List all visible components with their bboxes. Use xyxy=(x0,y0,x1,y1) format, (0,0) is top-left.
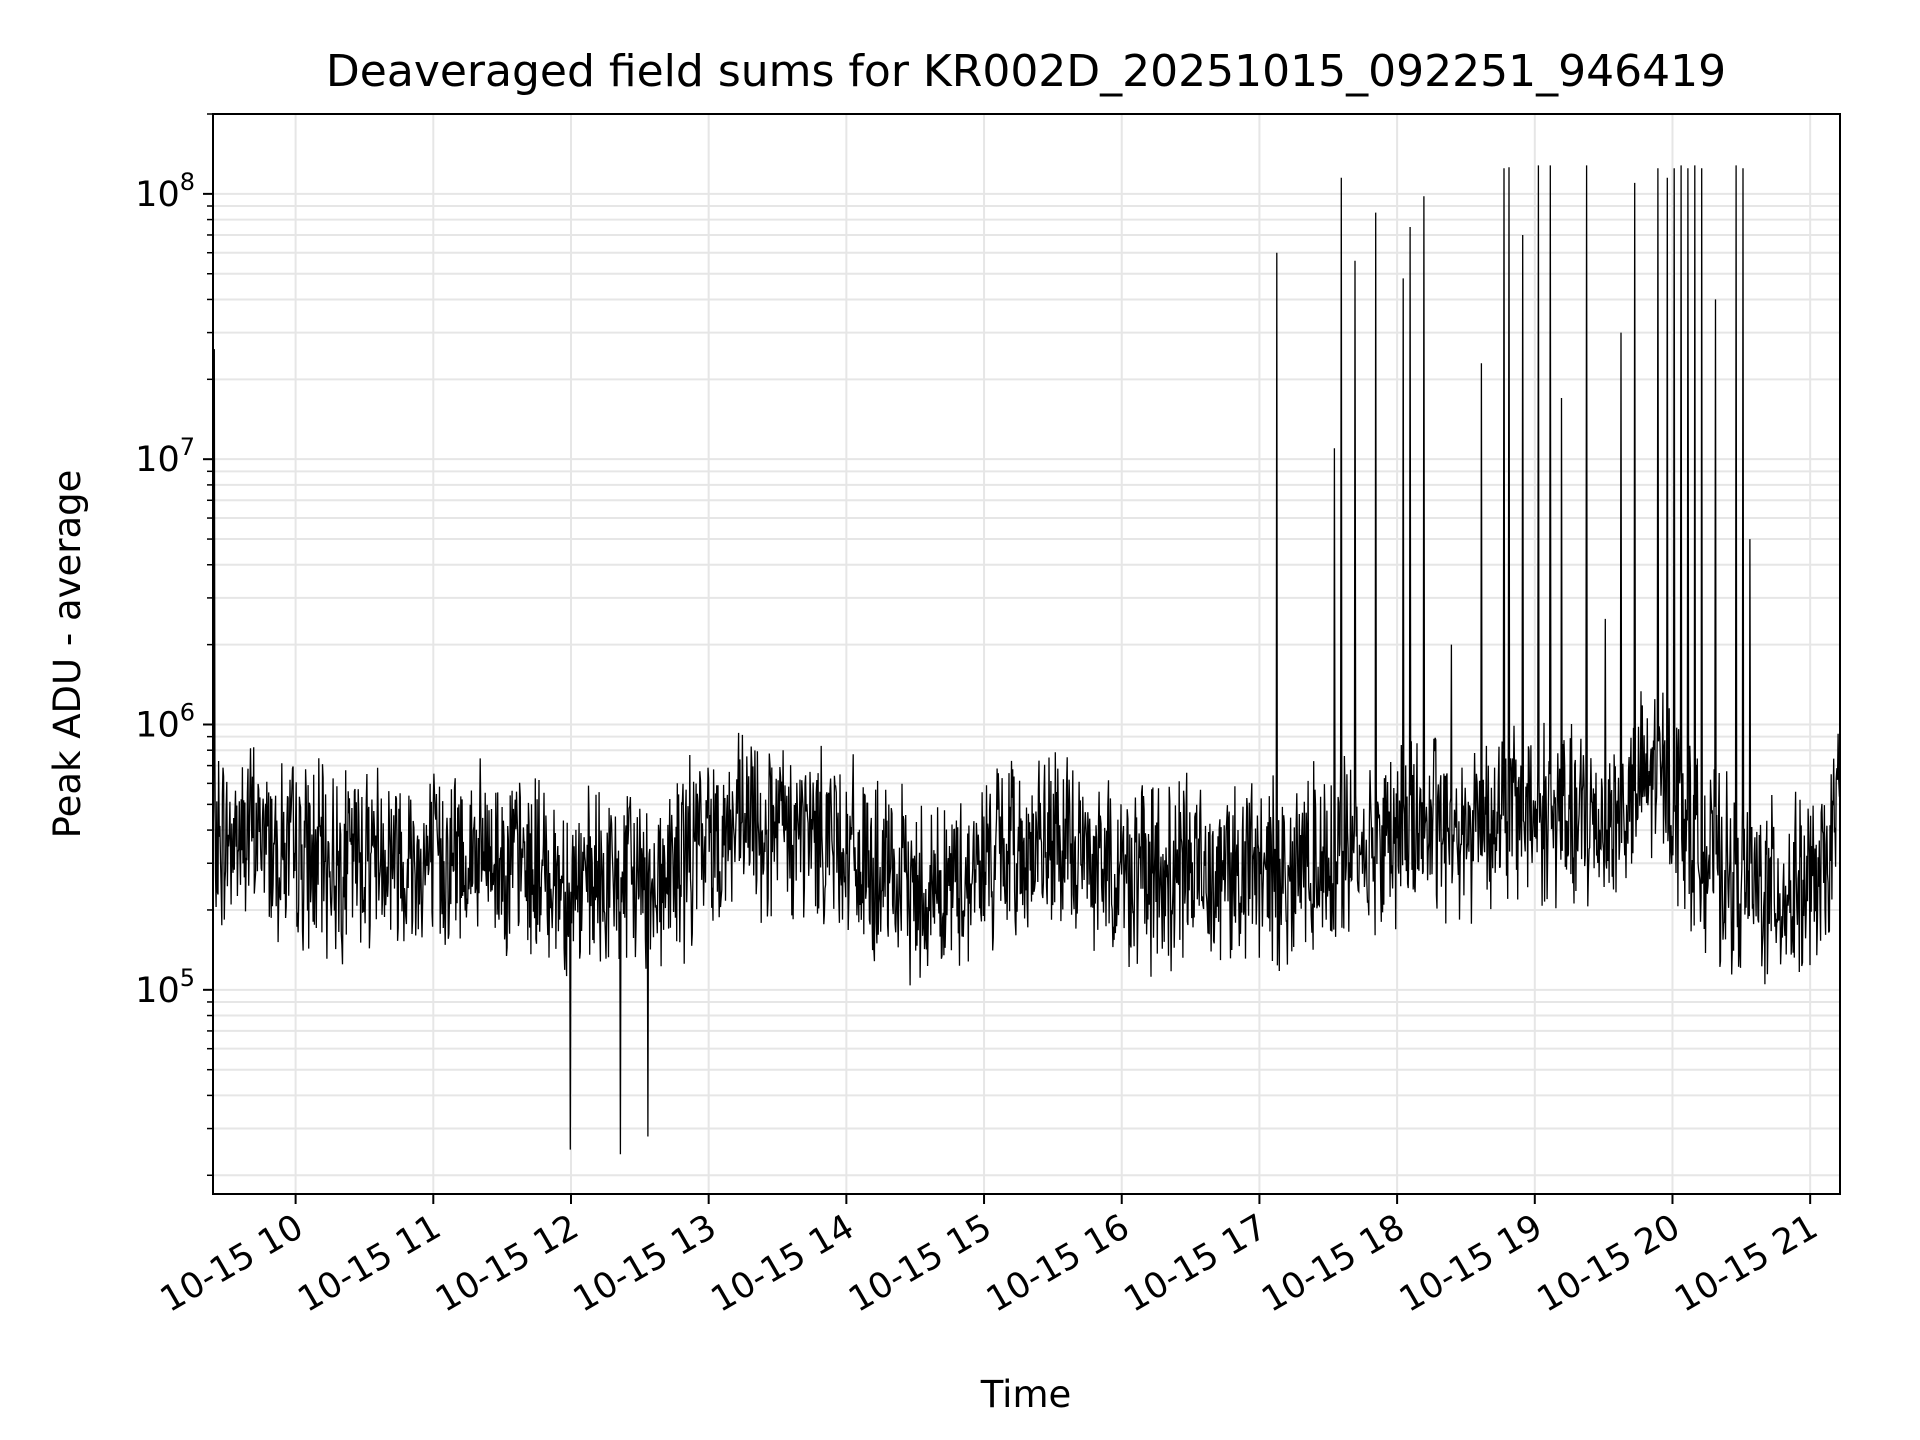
plot-frame xyxy=(212,113,1841,1195)
chart-title: Deaveraged field sums for KR002D_2025101… xyxy=(326,46,1726,97)
x-tick-label: 10-15 16 xyxy=(980,1207,1136,1320)
x-tick-label: 10-15 12 xyxy=(429,1207,585,1320)
x-tick-label: 10-15 15 xyxy=(842,1207,998,1320)
y-tick-label: 105 xyxy=(135,964,195,1011)
y-axis: 105 106 107 108 xyxy=(135,113,213,1177)
y-axis-label: Peak ADU - average xyxy=(46,470,89,839)
x-tick-label: 10-15 18 xyxy=(1255,1207,1411,1320)
y-tick-label: 106 xyxy=(135,699,195,746)
x-tick-label: 10-15 17 xyxy=(1118,1207,1274,1320)
y-tick-label: 108 xyxy=(135,168,195,215)
series-layer xyxy=(212,165,1841,1155)
x-tick-label: 10-15 14 xyxy=(705,1207,861,1320)
x-tick-label: 10-15 10 xyxy=(154,1207,310,1320)
x-tick-label: 10-15 20 xyxy=(1531,1207,1687,1320)
x-tick-label: 10-15 21 xyxy=(1668,1207,1824,1320)
x-axis-label: Time xyxy=(980,1373,1072,1416)
grid xyxy=(213,113,1840,1194)
x-tick-label: 10-15 11 xyxy=(292,1207,448,1320)
y-tick-label: 107 xyxy=(135,433,195,480)
x-tick-label: 10-15 19 xyxy=(1393,1207,1549,1320)
x-tick-label: 10-15 13 xyxy=(567,1207,723,1320)
series-line xyxy=(212,165,1841,1155)
